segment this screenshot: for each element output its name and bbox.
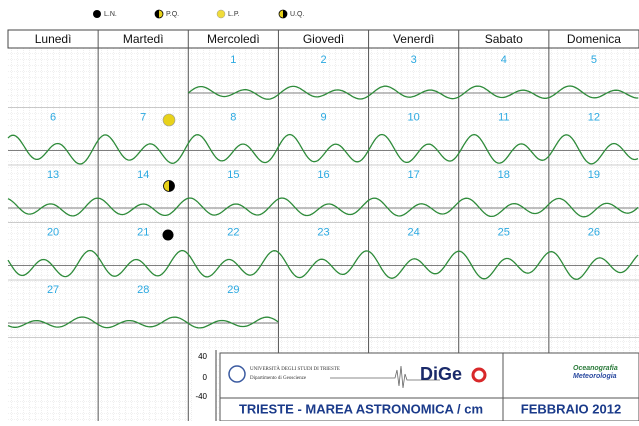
day-number: 1 — [230, 54, 236, 66]
weekday: Lunedì — [35, 32, 72, 46]
legend-label: P.Q. — [166, 11, 179, 18]
moon-phases — [162, 113, 176, 241]
weekday: Mercoledì — [207, 32, 260, 46]
day-number: 2 — [320, 54, 326, 66]
weekday: Domenica — [567, 32, 621, 46]
day-number: 19 — [588, 169, 600, 181]
tide-curve — [187, 85, 639, 100]
weekday: Giovedì — [303, 32, 344, 46]
columns: Lunedì Martedì Mercoledì Giovedì Venerdì Saba… — [35, 30, 621, 421]
legend-label: L.N. — [104, 11, 117, 18]
day-number: 17 — [408, 169, 420, 181]
day-number: 28 — [137, 284, 149, 296]
university: UNIVERSITÀ DEGLI STUDI DI TRIESTE — [250, 366, 340, 372]
university-logo — [228, 365, 246, 383]
day-number: 4 — [501, 54, 507, 66]
tide-curve — [7, 133, 639, 165]
day-number: 7 — [140, 111, 146, 123]
scale-label: -40 — [195, 392, 207, 401]
day-number: 15 — [227, 169, 239, 181]
day-number: 18 — [498, 169, 510, 181]
scale-box — [192, 350, 216, 421]
day-number: 26 — [588, 226, 600, 238]
day-number: 13 — [47, 169, 59, 181]
day-number: 21 — [137, 226, 149, 238]
tide-curve — [7, 197, 639, 218]
day-number: 27 — [47, 284, 59, 296]
day-number: 6 — [50, 111, 56, 123]
scale-label: 0 — [203, 373, 208, 382]
day-number: 24 — [408, 226, 420, 238]
day-number: 8 — [230, 111, 236, 123]
legend-icons — [93, 9, 288, 19]
day-number: 12 — [588, 111, 600, 123]
scale-label: 40 — [198, 352, 207, 361]
day-number: 11 — [498, 111, 509, 123]
header-row — [7, 29, 639, 49]
day-number: 9 — [320, 111, 326, 123]
logo-right: Oceanografia — [573, 365, 618, 372]
tide-curve — [7, 316, 279, 329]
legend-label: U.Q. — [290, 11, 304, 18]
day-number: 22 — [227, 226, 239, 238]
day-number: 25 — [498, 226, 510, 238]
seismo-line — [330, 365, 440, 389]
day-number: 14 — [137, 169, 149, 181]
legend: L.N. P.Q. L.P. U.Q. — [104, 11, 304, 18]
day-number: 20 — [47, 226, 59, 238]
tide-curve — [7, 249, 639, 280]
day-number: 5 — [591, 54, 597, 66]
footer-month: FEBBRAIO 2012 — [521, 401, 621, 416]
footer-box — [219, 352, 639, 422]
tide-curves — [7, 85, 639, 338]
legend-label: L.P. — [228, 11, 240, 18]
logo: DiGe — [420, 364, 462, 384]
day-number: 23 — [317, 226, 329, 238]
weekday: Venerdì — [393, 32, 434, 46]
department: Dipartimento di Geoscienze — [250, 376, 307, 381]
day-number: 3 — [411, 54, 417, 66]
footer: UNIVERSITÀ DEGLI STUDI DI TRIESTE Dipart… — [219, 352, 639, 422]
day-number: 16 — [317, 169, 329, 181]
weekday: Sabato — [485, 32, 523, 46]
logo-right: Meteorologia — [573, 373, 617, 380]
weekday: Martedì — [123, 32, 164, 46]
day-number: 10 — [408, 111, 420, 123]
day-number: 29 — [227, 284, 239, 296]
logo-o — [471, 367, 487, 383]
footer-title: TRIESTE - MAREA ASTRONOMICA / cm — [239, 401, 483, 416]
